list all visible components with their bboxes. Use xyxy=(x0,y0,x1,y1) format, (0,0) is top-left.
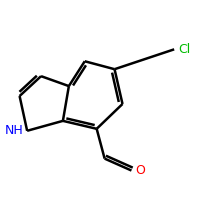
Text: O: O xyxy=(135,164,145,177)
Text: NH: NH xyxy=(4,124,23,137)
Text: Cl: Cl xyxy=(178,43,190,56)
